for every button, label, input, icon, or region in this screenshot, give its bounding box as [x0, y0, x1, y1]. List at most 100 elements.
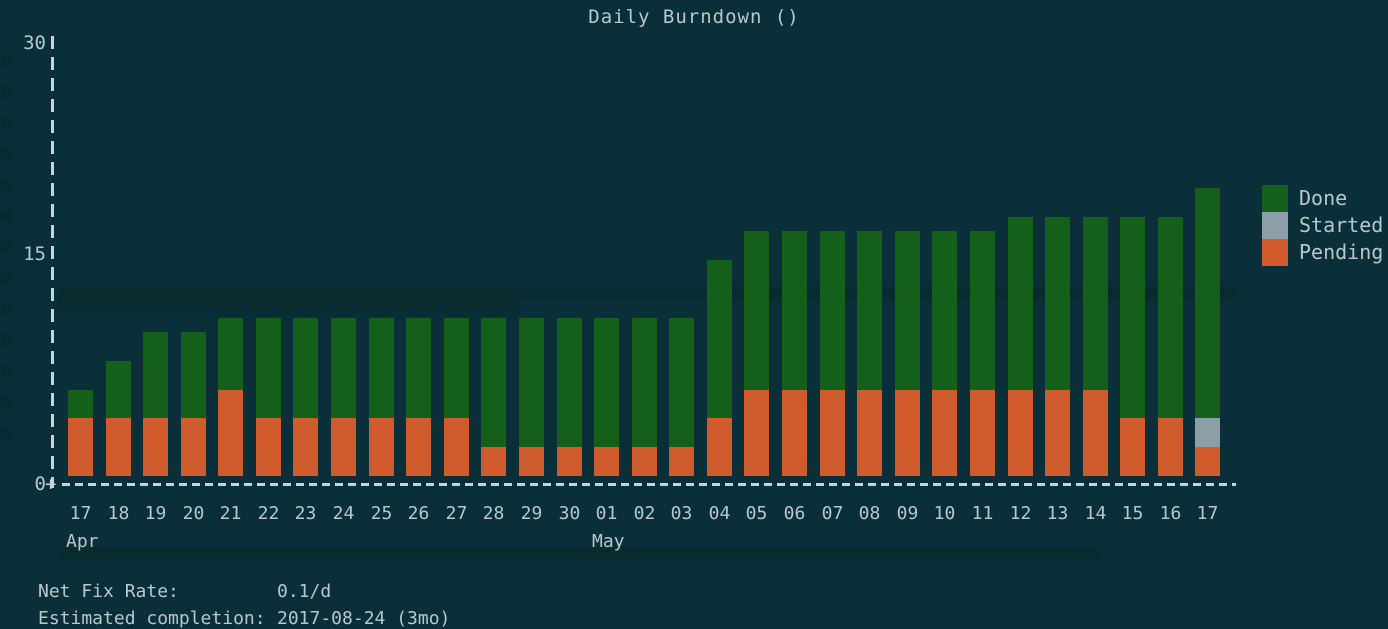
pending-bar-segment-apr-17	[68, 418, 93, 476]
x-tick-label-may-03: 03	[670, 503, 693, 524]
done-bar-segment-apr-23	[293, 317, 318, 419]
net-fix-rate-label: Net Fix Rate:	[38, 581, 179, 602]
done-bar-segment-apr-28	[481, 317, 506, 448]
pending-bar-segment-apr-29	[519, 447, 544, 476]
pending-bar-segment-may-14	[1083, 389, 1108, 476]
x-tick-label-may-17: 17	[1196, 503, 1219, 524]
done-bar-segment-apr-20	[181, 332, 206, 419]
legend-row-done: Done	[1262, 185, 1383, 212]
pending-bar-segment-apr-18	[106, 418, 131, 476]
ghost-text-artifact	[58, 548, 1098, 561]
x-tick-label-may-08: 08	[858, 503, 881, 524]
x-tick-label-may-16: 16	[1159, 503, 1182, 524]
x-tick-label-apr-17: 17	[69, 503, 92, 524]
y-axis-line	[51, 36, 54, 488]
done-bar-segment-apr-18	[106, 360, 131, 419]
done-bar-segment-apr-24	[331, 317, 356, 419]
month-label-may: May	[592, 531, 625, 552]
done-bar-segment-may-05	[744, 231, 769, 390]
pending-bar-segment-may-17	[1195, 447, 1220, 476]
axis-origin-marker: +	[45, 473, 57, 495]
x-tick-label-apr-30: 30	[558, 503, 581, 524]
pending-bar-segment-may-09	[895, 389, 920, 476]
x-tick-label-apr-21: 21	[219, 503, 242, 524]
done-bar-segment-apr-26	[406, 317, 431, 419]
done-bar-segment-may-16	[1158, 216, 1183, 419]
pending-bar-segment-may-08	[857, 389, 882, 476]
done-bar-segment-may-14	[1083, 216, 1108, 390]
pending-bar-segment-apr-20	[181, 418, 206, 476]
pending-bar-segment-apr-23	[293, 418, 318, 476]
pending-bar-segment-apr-21	[218, 389, 243, 476]
started-color-swatch	[1262, 212, 1288, 239]
legend-row-pending: Pending	[1262, 239, 1383, 266]
x-tick-label-apr-20: 20	[182, 503, 205, 524]
x-tick-label-apr-23: 23	[294, 503, 317, 524]
pending-bar-segment-may-15	[1120, 418, 1145, 476]
y-axis-tick-30: 30	[23, 32, 46, 54]
pending-bar-segment-apr-22	[256, 418, 281, 476]
x-tick-label-apr-19: 19	[144, 503, 167, 524]
x-tick-label-may-11: 11	[971, 503, 994, 524]
x-tick-label-may-13: 13	[1046, 503, 1069, 524]
pending-bar-segment-may-07	[820, 389, 845, 476]
done-bar-segment-may-12	[1008, 216, 1033, 390]
x-tick-label-may-09: 09	[896, 503, 919, 524]
done-bar-segment-may-09	[895, 231, 920, 390]
pending-bar-segment-apr-27	[444, 418, 469, 476]
done-bar-segment-may-01	[594, 317, 619, 448]
done-bar-segment-apr-27	[444, 317, 469, 419]
done-bar-segment-may-15	[1120, 216, 1145, 419]
x-tick-label-may-01: 01	[595, 503, 618, 524]
pending-bar-segment-apr-19	[143, 418, 168, 476]
x-tick-label-apr-18: 18	[107, 503, 130, 524]
x-tick-label-apr-29: 29	[520, 503, 543, 524]
y-axis-tick-15: 15	[23, 243, 46, 265]
legend-label-pending: Pending	[1299, 240, 1384, 264]
x-tick-label-may-02: 02	[633, 503, 656, 524]
pending-bar-segment-may-06	[782, 389, 807, 476]
done-bar-segment-may-13	[1045, 216, 1070, 390]
x-axis-line	[62, 483, 1236, 486]
ghost-text-artifact	[58, 301, 518, 311]
x-tick-label-may-12: 12	[1009, 503, 1032, 524]
x-tick-label-apr-25: 25	[370, 503, 393, 524]
done-bar-segment-may-10	[932, 231, 957, 390]
done-bar-segment-may-06	[782, 231, 807, 390]
done-bar-segment-may-02	[632, 317, 657, 448]
legend: Done Started Pending	[1262, 185, 1383, 266]
done-bar-segment-may-03	[669, 317, 694, 448]
done-bar-segment-apr-21	[218, 317, 243, 390]
pending-color-swatch	[1262, 239, 1288, 266]
done-bar-segment-may-08	[857, 231, 882, 390]
pending-bar-segment-may-16	[1158, 418, 1183, 476]
pending-bar-segment-may-01	[594, 447, 619, 476]
pending-bar-segment-apr-26	[406, 418, 431, 476]
done-bar-segment-apr-25	[369, 317, 394, 419]
done-color-swatch	[1262, 185, 1288, 212]
pending-bar-segment-apr-28	[481, 447, 506, 476]
done-bar-segment-may-07	[820, 231, 845, 390]
pending-bar-segment-may-10	[932, 389, 957, 476]
x-tick-label-may-05: 05	[745, 503, 768, 524]
done-bar-segment-apr-29	[519, 317, 544, 448]
estimated-completion-label: Estimated completion:	[38, 608, 266, 629]
x-tick-label-apr-26: 26	[407, 503, 430, 524]
pending-bar-segment-apr-24	[331, 418, 356, 476]
x-tick-label-may-14: 14	[1084, 503, 1107, 524]
x-tick-label-apr-22: 22	[257, 503, 280, 524]
x-tick-label-may-10: 10	[933, 503, 956, 524]
ghost-edge-artifact	[1, 55, 13, 455]
pending-bar-segment-may-11	[970, 389, 995, 476]
pending-bar-segment-may-04	[707, 418, 732, 476]
done-bar-segment-apr-17	[68, 389, 93, 419]
x-tick-label-apr-27: 27	[445, 503, 468, 524]
done-bar-segment-apr-22	[256, 317, 281, 419]
legend-label-started: Started	[1299, 213, 1384, 237]
legend-label-done: Done	[1299, 186, 1348, 210]
done-bar-segment-may-11	[970, 231, 995, 390]
started-bar-segment-may-17	[1195, 418, 1220, 448]
pending-bar-segment-may-05	[744, 389, 769, 476]
pending-bar-segment-may-02	[632, 447, 657, 476]
